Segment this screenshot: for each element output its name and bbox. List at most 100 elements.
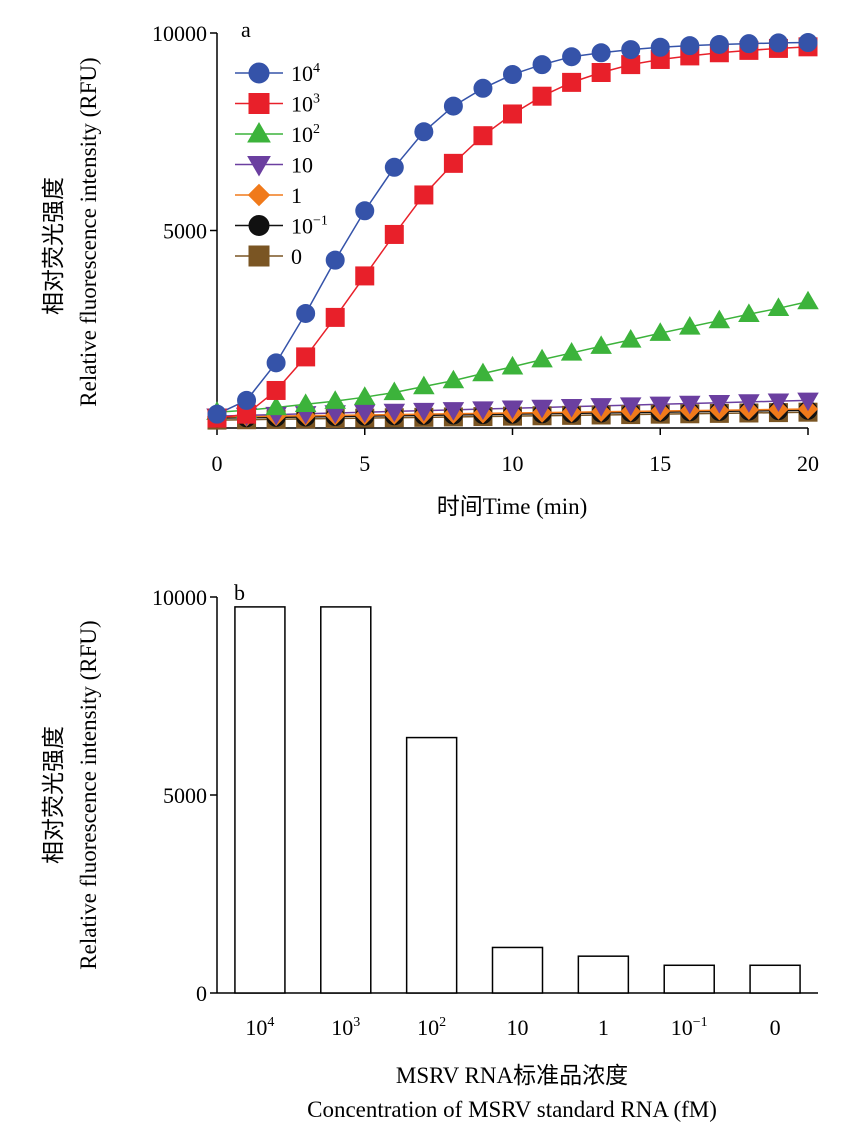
a-point-s1-10 xyxy=(503,104,522,124)
a-legend-label-6-base: 0 xyxy=(291,244,302,269)
a-point-s2-10 xyxy=(501,355,524,375)
a-point-s3-6 xyxy=(383,403,406,423)
b-x-tick-label-6: 0 xyxy=(770,1015,781,1040)
a-legend-marker-4 xyxy=(247,183,271,207)
a-point-s1-7 xyxy=(414,185,434,205)
a-point-s3-8 xyxy=(442,402,465,421)
a-point-s2-9 xyxy=(472,362,494,382)
a-y-axis-title-en: Relative fluorescence intensity (RFU) xyxy=(76,57,101,406)
a-point-s3-13 xyxy=(590,398,612,417)
a-legend-label-2-exp: 2 xyxy=(313,122,320,137)
a-point-s0-19 xyxy=(768,33,788,53)
a-legend-marker-0 xyxy=(248,62,270,84)
a-legend-label-3-base: 10 xyxy=(291,153,313,178)
a-point-s2-16 xyxy=(679,315,701,335)
b-x-tick-label-5-base: 10 xyxy=(671,1015,693,1040)
a-point-s0-16 xyxy=(680,36,700,56)
a-point-s3-5 xyxy=(353,404,376,424)
a-point-s0-10 xyxy=(503,64,522,84)
a-point-s2-18 xyxy=(738,303,760,322)
b-x-tick-label-2-exp: 2 xyxy=(439,1015,446,1030)
a-point-s2-6 xyxy=(383,381,406,401)
a-point-s1-4 xyxy=(325,307,345,327)
b-x-tick-label-6-base: 0 xyxy=(770,1015,781,1040)
a-point-s2-19 xyxy=(767,297,790,317)
a-legend-marker-2 xyxy=(247,122,271,143)
b-x-tick-label-5-exp: −1 xyxy=(693,1015,708,1030)
a-legend-label-5-base: 10 xyxy=(291,214,313,239)
b-y-axis-title-cn: 相对荧光强度 xyxy=(41,726,66,864)
a-legend-marker-5 xyxy=(248,215,270,236)
a-point-s0-7 xyxy=(414,122,434,142)
a-point-s2-5 xyxy=(353,386,376,405)
a-point-s0-17 xyxy=(709,34,729,54)
a-legend-label-0-exp: 4 xyxy=(313,61,320,76)
b-x-tick-label-4: 1 xyxy=(598,1015,609,1040)
b-bar-6 xyxy=(749,964,801,994)
a-point-s1-6 xyxy=(384,224,404,244)
a-point-s0-11 xyxy=(532,55,552,75)
a-point-s3-9 xyxy=(472,401,494,420)
a-point-s3-18 xyxy=(738,394,760,413)
a-point-s3-12 xyxy=(560,398,583,418)
a-legend-label-6: 0 xyxy=(291,244,302,269)
a-point-s2-3 xyxy=(294,393,317,412)
a-point-s3-17 xyxy=(708,395,731,414)
a-legend-label-2-base: 10 xyxy=(291,122,313,147)
b-x-tick-label-3-base: 10 xyxy=(507,1015,529,1040)
a-point-s0-20 xyxy=(798,32,818,52)
b-x-axis-title-en: Concentration of MSRV standard RNA (fM) xyxy=(307,1097,717,1122)
b-y-axis-title-en: Relative fluorescence intensity (RFU) xyxy=(76,620,101,969)
a-point-s0-6 xyxy=(384,157,404,177)
b-bar-0 xyxy=(234,606,286,994)
a-legend-label-4: 1 xyxy=(291,183,302,208)
a-y-axis-title-cn: 相对荧光强度 xyxy=(41,177,66,315)
b-y-tick-label: 10000 xyxy=(152,585,207,610)
b-x-tick-label-0-exp: 4 xyxy=(267,1015,274,1030)
b-bar-1 xyxy=(320,606,372,994)
a-point-s0-5 xyxy=(355,201,375,221)
a-point-s3-7 xyxy=(413,402,435,422)
a-point-s0-2 xyxy=(266,353,286,373)
a-point-s0-0 xyxy=(207,404,227,424)
a-point-s3-10 xyxy=(501,400,524,420)
a-point-s2-15 xyxy=(649,322,672,341)
a-legend-marker-6 xyxy=(248,245,270,267)
a-legend-label-1: 103 xyxy=(291,92,320,117)
a-y-tick-label: 10000 xyxy=(152,21,207,46)
a-legend-label-5: 10−1 xyxy=(291,214,328,239)
a-x-tick-label: 15 xyxy=(649,451,671,476)
a-legend-label-2: 102 xyxy=(291,122,320,147)
a-point-s2-14 xyxy=(619,329,642,348)
a-point-s2-7 xyxy=(413,375,435,395)
a-point-s3-20 xyxy=(797,392,819,412)
a-point-s3-15 xyxy=(649,396,672,416)
a-point-s1-13 xyxy=(591,63,611,82)
b-bar-5 xyxy=(663,964,715,994)
a-panel-label: a xyxy=(241,17,251,42)
a-x-tick-label: 0 xyxy=(212,451,223,476)
a-legend-label-0-base: 10 xyxy=(291,61,313,86)
a-point-s1-3 xyxy=(296,347,316,367)
b-x-tick-label-2: 102 xyxy=(417,1015,446,1040)
b-x-tick-label-5: 10−1 xyxy=(671,1015,708,1040)
a-point-s0-13 xyxy=(591,43,611,63)
a-point-s1-9 xyxy=(473,126,493,146)
b-x-tick-label-0-base: 10 xyxy=(245,1015,267,1040)
a-point-s0-8 xyxy=(443,96,463,116)
b-x-tick-label-2-base: 10 xyxy=(417,1015,439,1040)
a-point-s3-19 xyxy=(767,393,790,413)
a-point-s0-15 xyxy=(650,37,670,57)
a-legend-marker-3 xyxy=(247,156,271,177)
a-legend-marker-1 xyxy=(248,93,270,114)
a-point-s1-12 xyxy=(562,72,582,92)
b-x-axis-title-cn: MSRV RNA标准品浓度 xyxy=(396,1063,628,1088)
b-bar-3 xyxy=(491,946,544,994)
a-point-s3-11 xyxy=(531,399,553,419)
b-x-tick-label-4-base: 1 xyxy=(598,1015,609,1040)
a-legend-label-4-base: 1 xyxy=(291,183,302,208)
b-panel-label: b xyxy=(234,580,245,605)
a-point-s0-18 xyxy=(739,34,759,54)
a-point-s0-12 xyxy=(562,47,582,67)
